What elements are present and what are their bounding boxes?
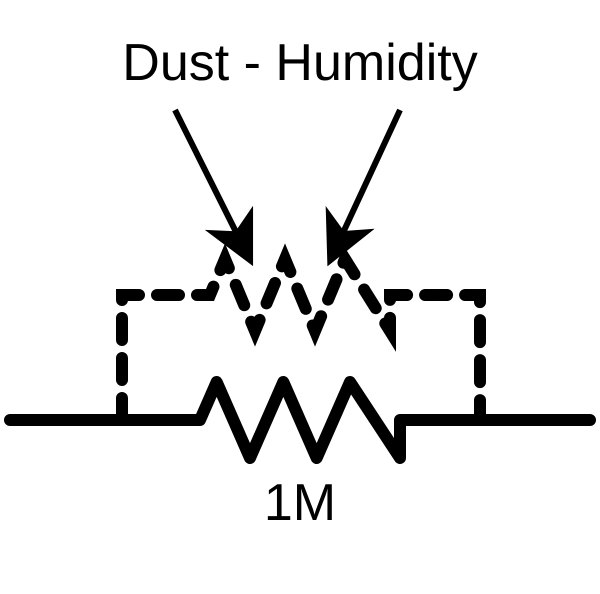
arrow-left bbox=[175, 110, 245, 250]
resistor-value-label: 1M bbox=[264, 474, 336, 532]
parasitic-resistor-path bbox=[122, 259, 480, 420]
arrow-right bbox=[335, 110, 400, 250]
parasitic-resistance-diagram: Dust - Humidity 1M bbox=[0, 0, 600, 594]
main-resistor-path bbox=[10, 382, 590, 458]
dust-humidity-label: Dust - Humidity bbox=[122, 34, 477, 92]
